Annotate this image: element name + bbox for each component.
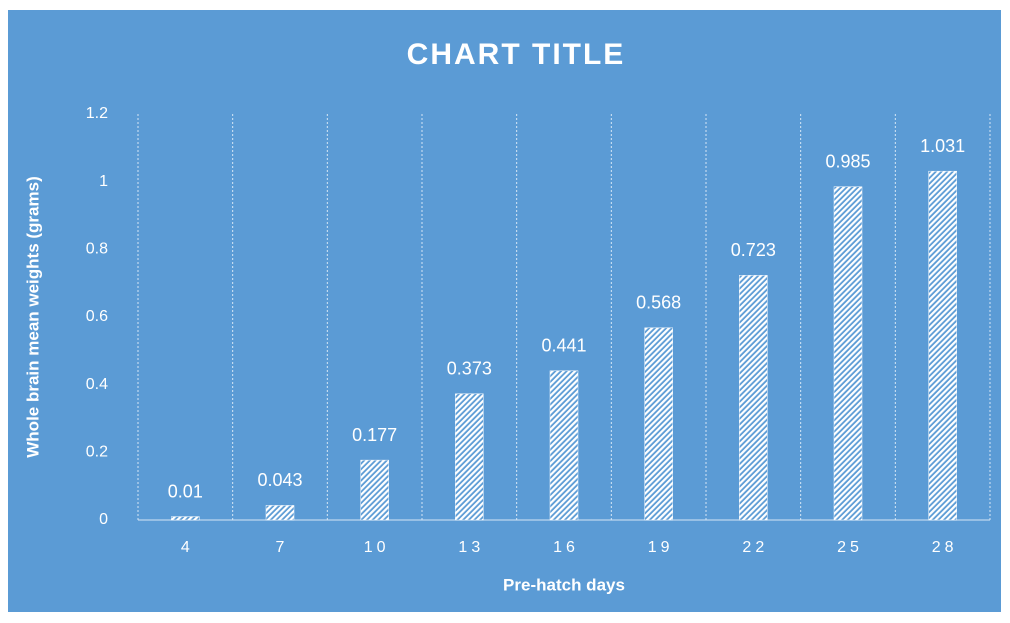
bar: [549, 370, 579, 521]
y-tick-label: 0: [99, 511, 108, 528]
y-axis-title: Whole brain mean weights (grams): [23, 176, 42, 458]
y-tick-label: 0.8: [86, 241, 108, 258]
data-label: 0.177: [352, 425, 397, 445]
bar: [644, 327, 673, 521]
data-label: 0.985: [825, 151, 870, 171]
data-label: 0.043: [257, 470, 302, 490]
x-tick-label: 22: [742, 539, 768, 556]
data-label: 0.441: [541, 336, 586, 356]
x-tick-label: 19: [648, 539, 674, 556]
x-tick-label: 25: [837, 539, 863, 556]
x-tick-label: 13: [458, 539, 484, 556]
data-label: 0.373: [447, 359, 492, 379]
bar: [171, 516, 200, 521]
data-label: 0.723: [731, 240, 776, 260]
y-tick-label: 0.4: [86, 376, 108, 393]
x-tick-label: 16: [553, 539, 579, 556]
x-axis-title: Pre-hatch days: [503, 575, 625, 594]
bar: [360, 459, 389, 521]
bar: [833, 186, 863, 521]
x-tick-label: 28: [932, 539, 958, 556]
x-tick-label: 10: [364, 539, 390, 556]
data-label: 0.01: [168, 481, 203, 501]
x-tick-label: 7: [276, 539, 289, 556]
y-tick-label: 1.2: [86, 105, 108, 122]
chart-title: CHART TITLE: [407, 38, 626, 71]
data-label: 0.568: [636, 293, 681, 313]
bar: [265, 505, 295, 521]
x-tick-label: 4: [181, 539, 194, 556]
data-label: 1.031: [920, 136, 965, 156]
bar: [455, 393, 484, 521]
y-tick-label: 1: [99, 173, 108, 190]
bar: [928, 170, 957, 521]
bar: [739, 275, 768, 521]
y-tick-label: 0.2: [86, 444, 108, 461]
y-tick-label: 0.6: [86, 308, 108, 325]
